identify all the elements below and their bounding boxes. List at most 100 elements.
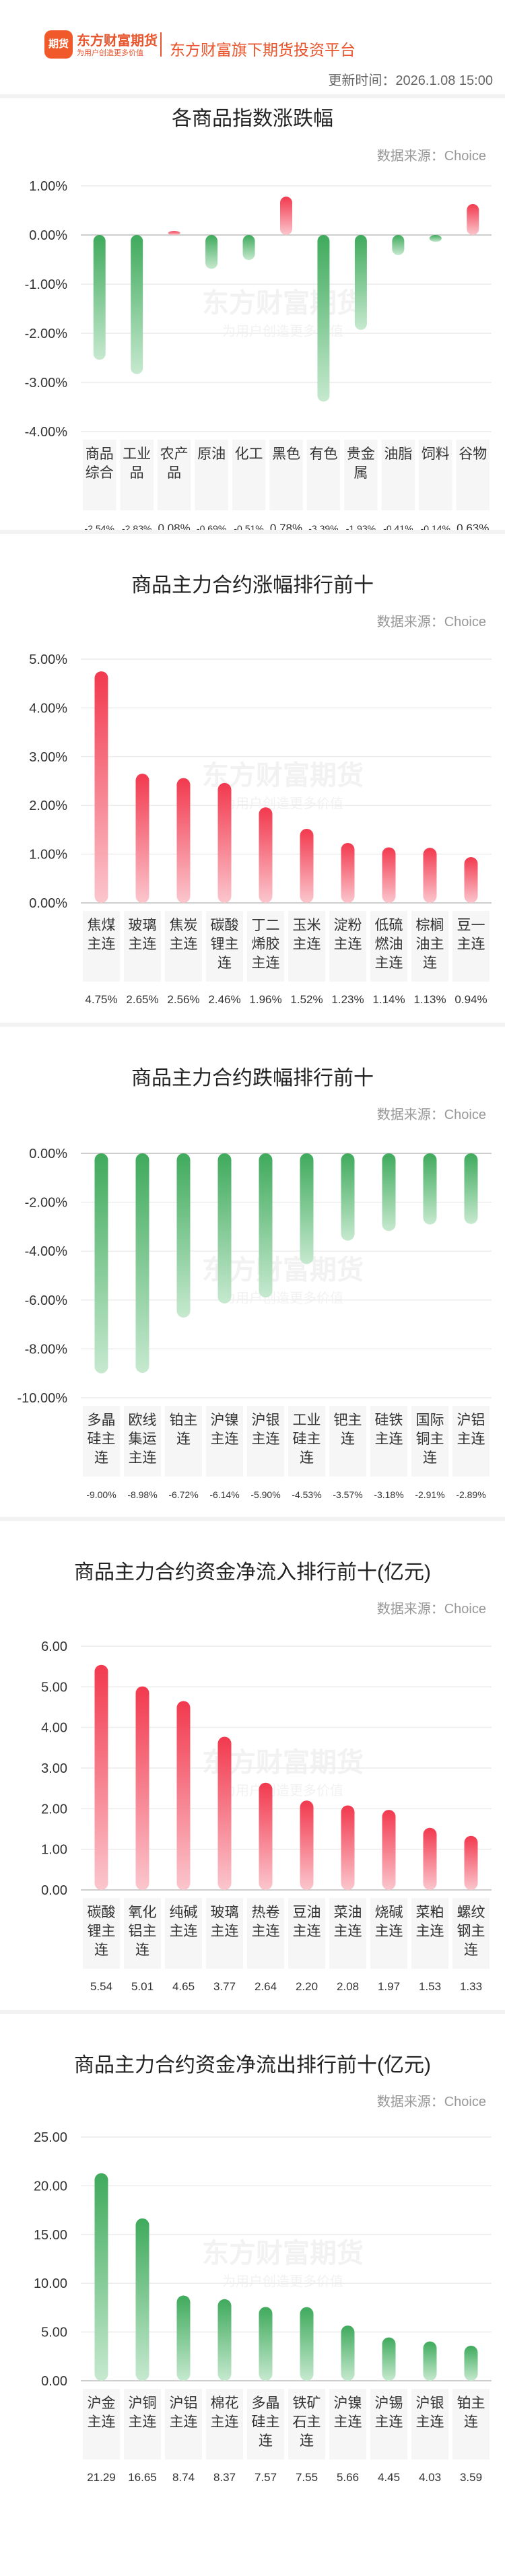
update-time: 更新时间：2026.1.08 15:00 (328, 73, 493, 88)
bar (317, 235, 330, 402)
category-cell (452, 1406, 490, 1477)
y-tick-label: -4.00% (25, 425, 68, 440)
y-tick-label: -3.00% (25, 376, 68, 391)
category-label: 螺纹 (457, 1905, 485, 1920)
category-label: 主连 (170, 937, 198, 952)
bar (259, 1153, 273, 1298)
category-label: 贵金 (347, 446, 375, 462)
data-source: 数据来源：Choice (377, 2094, 486, 2109)
category-cell (381, 440, 415, 510)
data-source: 数据来源：Choice (377, 614, 486, 630)
category-label: 连 (300, 2433, 314, 2449)
watermark-slogan: 为用户创造更多价值 (222, 1783, 343, 1798)
chart-title: 各商品指数涨跌幅 (172, 108, 333, 130)
category-label: 连 (423, 955, 437, 971)
chart-top-gainers: 商品主力合约涨幅排行前十数据来源：Choice东方财富期货为用户创造更多价值5.… (29, 574, 492, 1006)
y-tick-label: 5.00 (41, 2326, 67, 2340)
value-label: 7.55 (296, 2471, 318, 2484)
category-label: 油脂 (384, 446, 412, 462)
category-cell (124, 1898, 161, 1969)
y-tick-label: 1.00% (29, 848, 67, 862)
bar (94, 671, 108, 903)
value-label: 7.57 (255, 2471, 277, 2484)
bar (300, 2307, 314, 2381)
bar (354, 235, 367, 330)
value-label: 1.96% (249, 993, 281, 1006)
value-label: 4.75% (85, 993, 117, 1006)
value-label: 2.46% (208, 993, 240, 1006)
value-label: 1.33 (460, 1980, 482, 1993)
bar (217, 782, 232, 903)
brand-slogan: 为用户创造更多价值 (77, 49, 143, 57)
bar (341, 2326, 355, 2381)
bar (341, 1153, 355, 1241)
category-cell (83, 911, 120, 982)
category-label: 黑色 (272, 446, 300, 462)
chart-title: 商品主力合约资金净流出排行前十(亿元) (74, 2054, 431, 2076)
category-label: 菜粕 (416, 1905, 444, 1920)
category-cell (83, 2389, 120, 2460)
bar (176, 778, 191, 903)
value-label: 2.65% (126, 993, 158, 1006)
y-tick-label: 2.00 (41, 1802, 67, 1817)
category-label: 油主 (416, 937, 444, 952)
value-label: 2.56% (167, 993, 199, 1006)
bar (242, 235, 255, 261)
category-label: 丁二 (252, 918, 280, 933)
y-tick-label: -1.00% (25, 277, 68, 292)
y-tick-label: -4.00% (25, 1244, 68, 1259)
chart-section-net-outflow: 商品主力合约资金净流出排行前十(亿元) 数据来源：Choice 东方财富期货 为用户创… (0, 2010, 505, 2573)
bar (300, 1800, 314, 1890)
category-label: 工业 (293, 1413, 321, 1428)
category-label: 主连 (375, 955, 403, 971)
category-label: 低硫 (375, 918, 403, 933)
category-label: 连 (94, 1450, 108, 1466)
category-cell (370, 2389, 407, 2460)
value-label: 0.94% (454, 993, 487, 1006)
bar (135, 774, 149, 903)
category-cell (329, 2389, 366, 2460)
category-cell (456, 440, 490, 510)
category-label: 碳酸 (211, 918, 239, 933)
category-label: 主连 (252, 1431, 280, 1447)
category-label: 沪镍 (211, 1413, 239, 1428)
chart-top-losers: 商品主力合约跌幅排行前十数据来源：Choice东方财富期货为用户创造更多价值0.… (18, 1067, 492, 1500)
category-label: 主连 (375, 1431, 403, 1447)
category-label: 主连 (457, 1431, 485, 1447)
value-label: -8.98% (127, 1489, 157, 1500)
watermark: 东方财富期货 (202, 2239, 364, 2268)
value-label: -2.89% (456, 1489, 485, 1500)
category-label: 主连 (211, 1431, 239, 1447)
category-cell (83, 1406, 120, 1477)
category-label: 沪铝 (457, 1413, 485, 1428)
y-tick-label: 0.00% (29, 228, 67, 243)
y-tick-label: 25.00 (34, 2130, 67, 2145)
category-label: 主连 (334, 1924, 362, 1939)
header-divider (160, 32, 162, 57)
bar (467, 204, 479, 235)
category-cell (288, 1898, 325, 1969)
bar (135, 1686, 149, 1890)
category-label: 多晶 (252, 2396, 280, 2411)
value-label: 1.23% (331, 993, 364, 1006)
category-label: 工业 (123, 446, 151, 462)
category-label: 原油 (197, 446, 226, 462)
category-cell (288, 1406, 325, 1477)
category-cell (269, 440, 303, 510)
category-label: 硅主 (293, 1431, 321, 1447)
category-label: 燃油 (375, 937, 403, 952)
category-cell (452, 2389, 490, 2460)
category-label: 化工 (235, 446, 263, 462)
category-label: 焦煤 (88, 918, 116, 933)
category-label: 沪银 (252, 1413, 280, 1428)
category-label: 主连 (457, 937, 485, 952)
category-label: 主连 (334, 937, 362, 952)
category-label: 连 (341, 1431, 355, 1447)
value-label: 8.37 (213, 2471, 236, 2484)
value-label: 2.08 (337, 1980, 359, 1993)
y-tick-label: 5.00% (29, 652, 67, 667)
bar (94, 1153, 108, 1374)
category-cell (124, 2389, 161, 2460)
watermark-slogan: 为用户创造更多价值 (222, 1291, 343, 1306)
chart-net-inflow: 商品主力合约资金净流入排行前十(亿元)数据来源：Choice东方财富期货为用户创… (41, 1561, 492, 1993)
